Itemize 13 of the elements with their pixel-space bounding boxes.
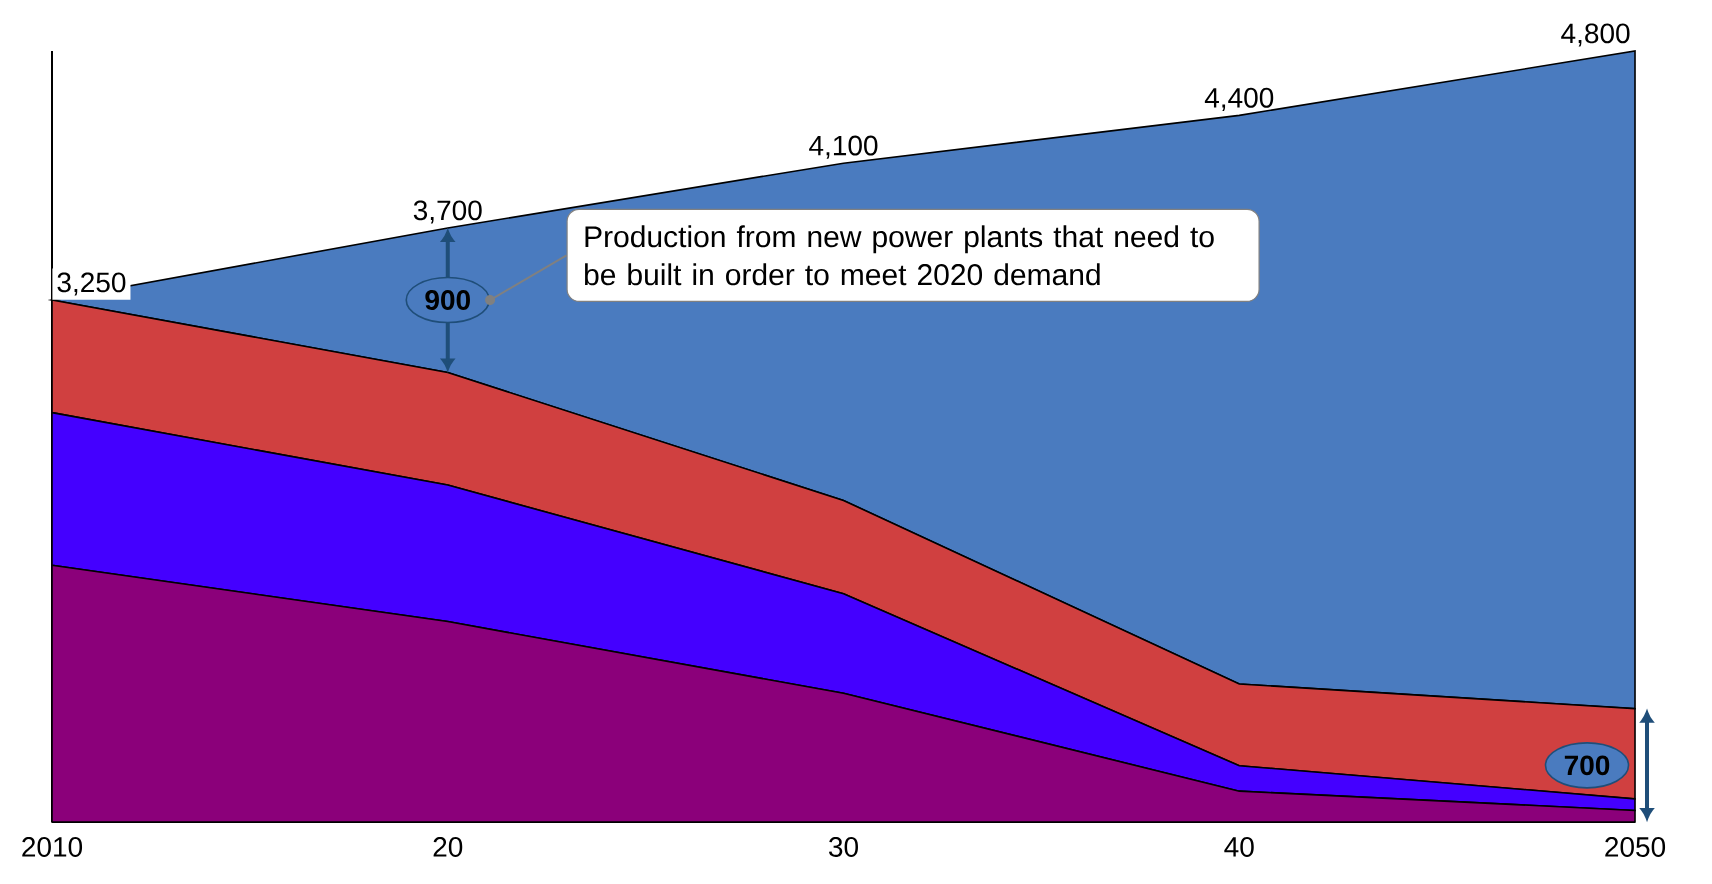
annotation: 3,250 bbox=[57, 272, 126, 296]
x-tick-label: 30 bbox=[829, 837, 858, 857]
x-tick-label: 2010 bbox=[22, 837, 83, 857]
annotation: 900 bbox=[425, 290, 470, 310]
x-tick-label: 2050 bbox=[1605, 837, 1666, 857]
annotation: 4,800 bbox=[1561, 23, 1630, 47]
x-tick-label: 40 bbox=[1224, 837, 1254, 857]
annotation: 4,400 bbox=[1204, 87, 1274, 111]
x-tick-label: 20 bbox=[433, 837, 463, 857]
annotation: 700 bbox=[1564, 755, 1610, 776]
annotation: 4,100 bbox=[809, 135, 878, 159]
annotation: 3,700 bbox=[413, 200, 482, 224]
annotation: Production from new power plants that need to be built in order to meet 2020 demand bbox=[585, 225, 1214, 286]
